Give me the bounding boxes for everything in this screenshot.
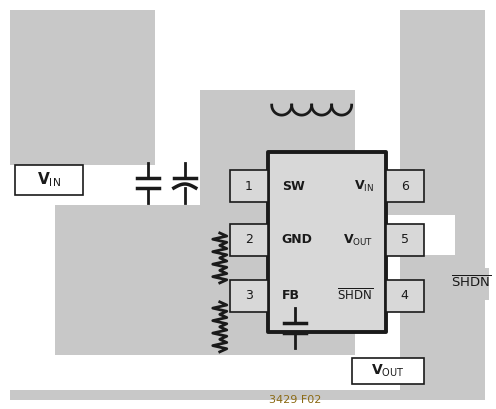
Text: V$_{\sf IN}$: V$_{\sf IN}$ [354, 178, 373, 193]
Bar [15, 165, 83, 195]
Bar [355, 215, 454, 255]
Text: 3: 3 [245, 290, 252, 302]
Text: 2: 2 [245, 234, 252, 247]
Text: $\overline{\sf SHDN}$: $\overline{\sf SHDN}$ [337, 288, 373, 303]
Text: SW: SW [282, 180, 305, 193]
Bar [10, 355, 210, 390]
Bar [10, 205, 55, 385]
Text: 5: 5 [401, 234, 409, 247]
Bar [230, 280, 268, 312]
Bar [10, 165, 200, 205]
Bar [230, 224, 268, 256]
Text: FB: FB [282, 290, 300, 302]
Text: 6: 6 [401, 180, 409, 193]
Bar [385, 224, 424, 256]
Bar [268, 152, 385, 332]
Text: V$_{\sf OUT}$: V$_{\sf OUT}$ [371, 363, 404, 379]
Bar [230, 170, 268, 202]
Bar [385, 170, 424, 202]
Text: 3429 F02: 3429 F02 [268, 395, 321, 405]
Bar [400, 268, 490, 300]
Text: V$_{\sf OUT}$: V$_{\sf OUT}$ [343, 232, 373, 247]
Text: 4: 4 [401, 290, 409, 302]
Bar [155, 10, 200, 195]
Bar [385, 280, 424, 312]
Text: GND: GND [282, 234, 312, 247]
Text: V$_{\sf IN}$: V$_{\sf IN}$ [37, 171, 61, 189]
Bar [155, 355, 400, 390]
Bar [355, 10, 400, 195]
Bar [355, 215, 400, 385]
Text: 1: 1 [245, 180, 252, 193]
Text: $\overline{\sf SHDN}$: $\overline{\sf SHDN}$ [451, 275, 492, 291]
Bar [352, 358, 424, 384]
Bar [155, 10, 389, 90]
